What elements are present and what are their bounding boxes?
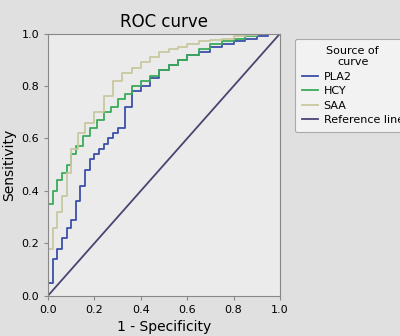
X-axis label: 1 - Specificity: 1 - Specificity <box>117 320 211 334</box>
Title: ROC curve: ROC curve <box>120 13 208 31</box>
Y-axis label: Sensitivity: Sensitivity <box>2 128 16 201</box>
Legend: PLA2, HCY, SAA, Reference line: PLA2, HCY, SAA, Reference line <box>295 39 400 132</box>
